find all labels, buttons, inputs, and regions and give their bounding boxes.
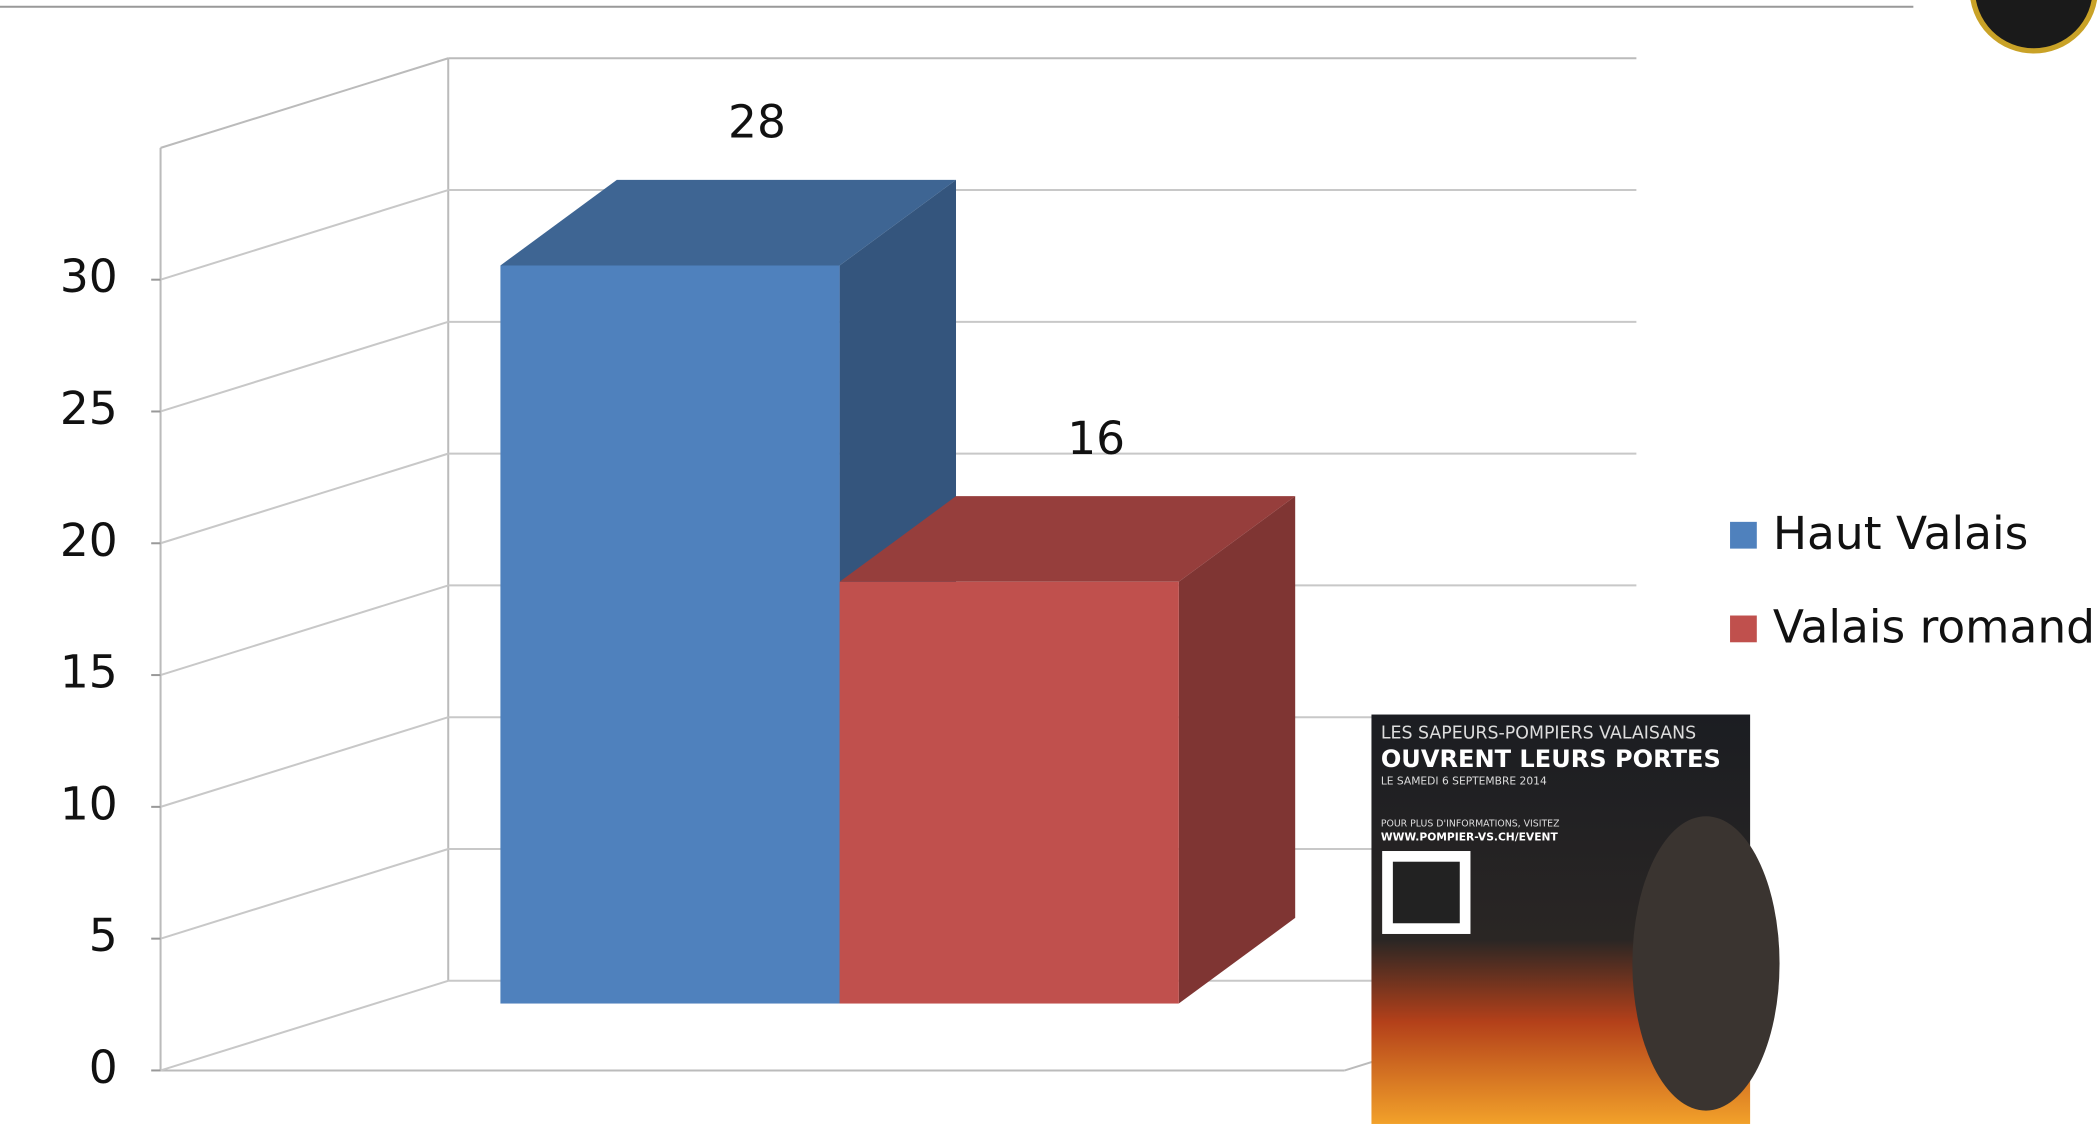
y-tick-label: 20	[60, 514, 118, 567]
poster: LES SAPEURS-POMPIERS VALAISANS OUVRENT L…	[1371, 714, 1780, 1124]
side-grid-line	[160, 979, 449, 1072]
poster-line: LES SAPEURS-POMPIERS VALAISANS	[1381, 723, 1696, 743]
side-grid-line	[160, 452, 449, 545]
bar-front	[839, 581, 1179, 1004]
legend-swatch	[1730, 615, 1757, 643]
data-label: 28	[728, 96, 786, 149]
bar	[839, 496, 1296, 1004]
bar-top	[500, 179, 957, 266]
data-label: 16	[1067, 412, 1125, 465]
poster-line: OUVRENT LEURS PORTES	[1381, 745, 1721, 773]
bar-top	[839, 496, 1296, 582]
legend-label: Haut Valais	[1773, 507, 2029, 560]
poster-qr-code	[1392, 861, 1460, 924]
side-grid-line	[160, 716, 449, 808]
y-tick-label: 5	[89, 909, 118, 962]
bar-side	[1178, 496, 1296, 1004]
y-tick-label: 30	[60, 250, 118, 303]
bars: 28 16	[500, 96, 1296, 1004]
bar-front	[500, 265, 840, 1004]
wall-top	[160, 57, 449, 149]
y-tick-label: 10	[60, 777, 118, 830]
y-tick-label: 15	[60, 646, 118, 699]
side-grid-line	[160, 320, 449, 413]
y-tick-label: 25	[60, 382, 118, 435]
logo	[1970, 0, 2098, 54]
poster-line: WWW.POMPIER-VS.CH/EVENT	[1381, 831, 1559, 844]
side-grid-line	[160, 584, 449, 677]
legend: Haut Valais Valais romand	[1730, 507, 2095, 654]
poster-helmet	[1632, 816, 1780, 1111]
y-tick-label: 0	[89, 1041, 118, 1094]
side-grid-line	[160, 189, 449, 281]
legend-swatch	[1730, 521, 1757, 549]
legend-label: Valais romand	[1773, 601, 2095, 654]
poster-line: POUR PLUS D'INFORMATIONS, VISITEZ	[1381, 819, 1560, 830]
side-grid-line	[160, 848, 449, 940]
poster-line: LE SAMEDI 6 SEPTEMBRE 2014	[1381, 774, 1547, 787]
